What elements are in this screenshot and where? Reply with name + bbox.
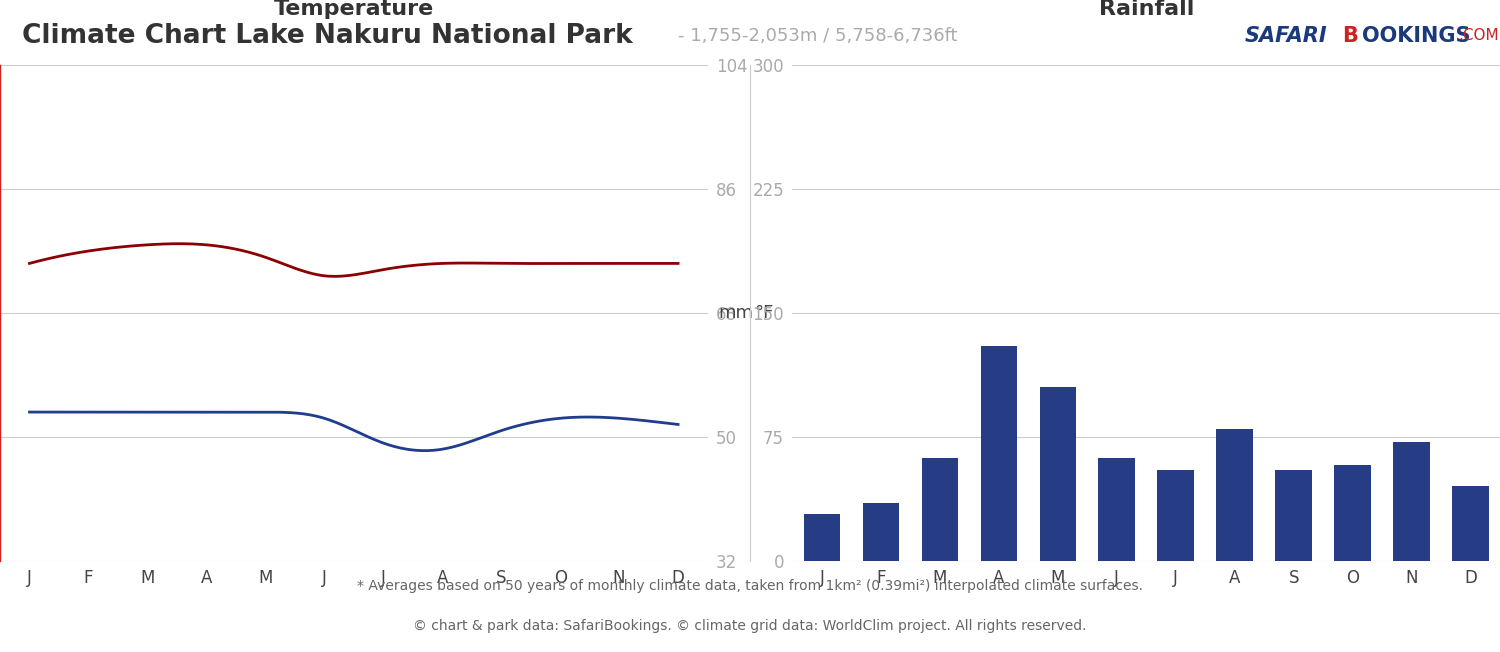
Text: OOKINGS: OOKINGS [1362,26,1470,46]
Text: B: B [1342,26,1359,46]
Bar [1452,486,1490,561]
Text: Climate Chart Lake Nakuru National Park: Climate Chart Lake Nakuru National Park [22,23,633,49]
Text: SAFARI: SAFARI [1245,26,1328,46]
Bar [804,514,840,561]
Bar [1335,465,1371,561]
Bar [1216,428,1252,561]
Bar [1098,458,1136,561]
Y-axis label: °F: °F [754,304,774,322]
Title: Rainfall: Rainfall [1098,0,1194,19]
Title: Temperature: Temperature [273,0,434,19]
Bar [981,346,1017,561]
Bar [1158,470,1194,561]
Bar [1394,442,1429,561]
Y-axis label: mm: mm [718,304,753,322]
Bar [1040,387,1076,561]
Bar [921,458,958,561]
Bar [862,503,898,561]
Text: © chart & park data: SafariBookings. © climate grid data: WorldClim project. All: © chart & park data: SafariBookings. © c… [413,619,1086,634]
Bar [1275,470,1312,561]
Text: - 1,755-2,053m / 5,758-6,736ft: - 1,755-2,053m / 5,758-6,736ft [678,27,957,45]
Text: * Averages based on 50 years of monthly climate data, taken from 1km² (0.39mi²) : * Averages based on 50 years of monthly … [357,579,1143,593]
Text: .COM: .COM [1458,28,1498,44]
